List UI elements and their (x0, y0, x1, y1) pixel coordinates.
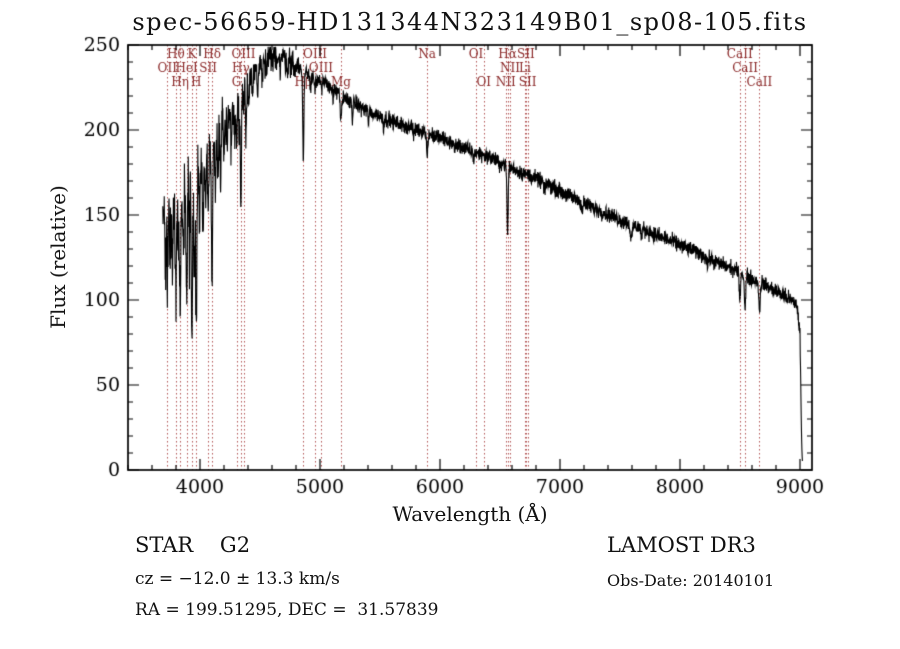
object-class-label: STAR G2 (135, 533, 251, 557)
survey-label: LAMOST DR3 (607, 533, 756, 557)
x-axis-label: Wavelength (Å) (392, 502, 548, 526)
obs-date-label: Obs-Date: 20140101 (607, 571, 775, 590)
ra-dec-label: RA = 199.51295, DEC = 31.57839 (135, 600, 439, 620)
y-axis-label: Flux (relative) (46, 185, 70, 329)
cz-velocity-label: cz = −12.0 ± 13.3 km/s (135, 569, 340, 589)
